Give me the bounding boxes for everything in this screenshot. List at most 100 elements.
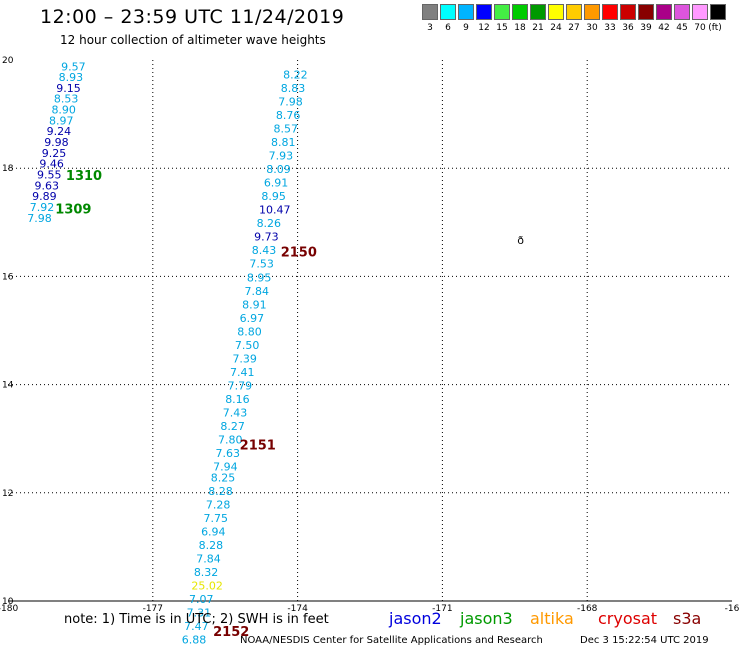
pass-number-label: 2150 [281,245,317,260]
legend-swatch-label: 21 [532,23,544,33]
legend-swatch [602,4,618,20]
wave-height-value: 6.97 [240,312,265,325]
wave-height-value: 8.32 [194,566,219,579]
wave-height-value: 8.26 [257,217,282,230]
legend-swatch [458,4,474,20]
wave-height-value: 9.55 [37,168,62,181]
legend-swatch [566,4,582,20]
longitude-tick-label: -180 [0,604,18,614]
latitude-tick-label: 18 [2,164,14,174]
wave-height-value: 7.43 [223,407,248,420]
wave-height-value: 9.98 [44,136,68,149]
wave-height-value: 7.53 [249,258,273,271]
wave-height-value: 9.15 [56,82,80,95]
wave-height-value: 6.94 [201,526,226,539]
wave-height-value: 8.93 [59,71,84,84]
wave-height-value: 6.88 [182,634,207,647]
wave-height-value: 8.22 [283,68,308,81]
wave-height-value: 6.91 [264,177,289,190]
wave-height-value: 10.47 [259,204,291,217]
wave-height-value: 7.93 [269,150,294,163]
island-marker-glyph: ð [517,234,524,247]
legend-swatch [494,4,510,20]
wave-height-value: 9.73 [254,231,279,244]
credit-text: NOAA/NESDIS Center for Satellite Applica… [240,635,543,646]
legend-swatch [620,4,636,20]
wave-height-value: 7.39 [232,352,257,365]
legend-swatch-label: 42 [658,23,670,33]
pass-number-label: 2151 [240,439,276,454]
legend-swatch-label: 18 [514,23,526,33]
wave-height-value: 9.89 [32,190,57,203]
legend-swatch-label: 36 [622,23,634,33]
pass-number-labels: 1310 1309 2150 2151 2152 [55,169,317,640]
wave-height-value: 9.46 [39,158,64,171]
wave-height-value: 8.09 [266,163,291,176]
wave-height-value: 8.27 [220,420,245,433]
longitude-tick-label: -16 [725,604,740,614]
wave-height-value: 9.24 [47,125,72,138]
satellite-name-jason3: jason3 [460,609,513,628]
legend-swatch [512,4,528,20]
wave-height-value: 7.98 [278,95,303,108]
wave-height-value: 9.63 [35,179,60,192]
wave-height-value: 9.57 [61,60,86,73]
legend-swatch-label: 15 [496,23,508,33]
wave-height-value: 8.28 [208,485,233,498]
wave-height-value: 7.75 [203,512,228,525]
wave-height-value: 8.25 [211,471,236,484]
longitude-tick-label: -177 [143,604,163,614]
legend-swatch [476,4,492,20]
legend-swatch-label: 39 [640,23,652,33]
wave-height-value: 7.84 [196,553,221,566]
map-subtitle: 12 hour collection of altimeter wave hei… [60,33,326,47]
satellite-name-jason2: jason2 [389,609,442,628]
wave-height-value: 8.91 [242,298,266,311]
wave-height-value: 7.84 [245,285,269,298]
legend-swatch [674,4,690,20]
longitude-tick-label: -174 [287,604,308,614]
latitude-tick-label: 16 [2,272,14,282]
wave-height-value: 8.80 [237,325,262,338]
legend-swatch [656,4,672,20]
wave-height-value: 8.28 [199,539,224,552]
wave-height-value: 7.07 [189,593,214,606]
satellite-name-cryosat: cryosat [598,609,658,628]
wave-height-value: 8.76 [276,109,301,122]
wave-height-value: 7.28 [206,498,231,511]
axis-tick-labels: -180 -177 -174 -171 -168 -16 20 18 16 14 12 10 [0,56,740,614]
pass-number-label: 1310 [66,169,102,184]
legend-swatch [422,4,438,20]
wave-height-value: 7.98 [27,212,52,225]
footer-note: note: 1) Time is in UTC; 2) SWH is in fe… [64,612,329,627]
pass-number-label: 2152 [213,625,249,640]
legend-swatch-label: 70 [694,23,706,33]
legend-swatch-label: 9 [463,23,469,33]
wave-height-value: 8.83 [281,82,306,95]
legend-swatch [530,4,546,20]
latitude-tick-label: 20 [2,56,14,66]
legend-swatch [584,4,600,20]
wave-height-value: 7.63 [216,447,241,460]
wave-height-observations: 9.578.939.158.538.908.979.249.989.259.46… [27,60,307,646]
wave-height-value: 8.53 [54,93,79,106]
satellite-name-s3a: s3a [673,609,702,628]
legend-swatch-label: 3 [427,23,433,33]
longitude-tick-label: -168 [577,604,598,614]
latitude-tick-label: 12 [2,489,13,499]
wave-height-value: 7.31 [187,607,212,620]
wave-height-value: 8.57 [273,122,298,135]
generation-timestamp: Dec 3 15:22:54 UTC 2019 [580,635,709,646]
island-marker: ð [517,234,524,247]
legend-swatch-label: 45 [676,23,688,33]
wave-height-value: 7.80 [218,434,243,447]
legend-unit: (ft) [708,23,722,33]
legend-swatch-label: 27 [568,23,580,33]
longitude-tick-label: -171 [432,604,452,614]
legend-swatch [692,4,708,20]
wave-height-value: 7.79 [228,379,253,392]
latitude-tick-label: 10 [2,597,14,607]
wave-height-value: 8.90 [51,104,76,117]
wave-height-value: 7.47 [184,620,209,633]
wave-height-value: 8.95 [261,190,286,203]
